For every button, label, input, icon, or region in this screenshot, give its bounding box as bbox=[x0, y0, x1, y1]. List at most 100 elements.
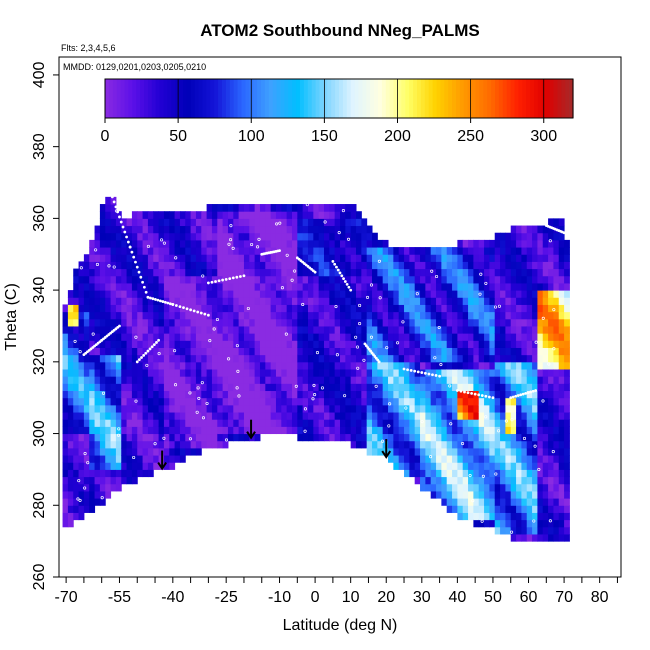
heatmap-cell bbox=[350, 247, 357, 255]
heatmap-cell bbox=[62, 426, 69, 435]
heatmap-cell bbox=[489, 369, 496, 377]
heatmap-cell bbox=[169, 311, 176, 320]
heatmap-cell bbox=[206, 440, 213, 449]
heatmap-cell bbox=[542, 383, 549, 392]
heatmap-cell bbox=[94, 232, 101, 241]
heatmap-cell bbox=[452, 340, 458, 348]
heatmap-cell bbox=[67, 490, 74, 499]
observation-point bbox=[381, 439, 385, 443]
heatmap-cell bbox=[243, 232, 250, 241]
heatmap-cell bbox=[473, 268, 480, 277]
heatmap-cell bbox=[532, 483, 538, 492]
heatmap-cell bbox=[398, 447, 405, 456]
heatmap-cell bbox=[494, 376, 501, 384]
heatmap-cell bbox=[441, 340, 448, 348]
heatmap-cell bbox=[179, 318, 186, 327]
heatmap-cell bbox=[494, 325, 501, 334]
heatmap-cell bbox=[404, 440, 410, 449]
heatmap-cell bbox=[414, 261, 421, 270]
heatmap-cell bbox=[126, 412, 133, 420]
heatmap-cell bbox=[174, 347, 181, 356]
heatmap-cell bbox=[158, 211, 165, 219]
observation-point bbox=[224, 438, 229, 442]
heatmap-cell bbox=[163, 282, 170, 291]
heatmap-cell bbox=[425, 261, 432, 270]
heatmap-cell bbox=[313, 397, 320, 406]
heatmap-cell bbox=[452, 412, 458, 420]
heatmap-cell bbox=[537, 404, 544, 413]
colorbar-segment bbox=[229, 79, 235, 118]
heatmap-cell bbox=[537, 455, 544, 463]
heatmap-cell bbox=[382, 347, 389, 356]
heatmap-cell bbox=[217, 304, 224, 313]
heatmap-cell bbox=[179, 447, 186, 456]
heatmap-cell bbox=[121, 218, 128, 227]
heatmap-cell bbox=[382, 254, 389, 262]
colorbar-segment bbox=[202, 79, 207, 118]
heatmap-cell bbox=[307, 347, 314, 356]
heatmap-cell bbox=[281, 419, 288, 427]
heatmap-cell bbox=[398, 419, 405, 427]
heatmap-cell bbox=[510, 526, 517, 535]
heatmap-cell bbox=[516, 469, 522, 478]
heatmap-cell bbox=[307, 340, 314, 348]
heatmap-cell bbox=[468, 311, 474, 320]
heatmap-cell bbox=[393, 318, 400, 327]
heatmap-cell bbox=[158, 247, 165, 255]
heatmap-cell bbox=[420, 462, 426, 470]
observation-point bbox=[435, 274, 439, 279]
heatmap-cell bbox=[436, 383, 442, 392]
heatmap-cell bbox=[105, 383, 112, 392]
heatmap-cell bbox=[532, 505, 538, 513]
heatmap-cell bbox=[430, 383, 437, 392]
heatmap-cell bbox=[510, 440, 517, 449]
heatmap-cell bbox=[222, 426, 229, 435]
heatmap-cell bbox=[500, 275, 506, 284]
heatmap-cell bbox=[521, 361, 528, 370]
heatmap-cell bbox=[516, 361, 522, 370]
heatmap-cell bbox=[163, 261, 170, 270]
heatmap-cell bbox=[446, 433, 453, 442]
heatmap-cell bbox=[201, 318, 208, 327]
x-tick-label: 20 bbox=[377, 589, 395, 606]
observation-point bbox=[293, 269, 297, 273]
heatmap-cell bbox=[436, 333, 442, 341]
heatmap-cell bbox=[190, 390, 197, 399]
heatmap-cell bbox=[329, 239, 336, 248]
heatmap-cell bbox=[243, 383, 250, 392]
heatmap-cell bbox=[564, 354, 570, 363]
heatmap-cell bbox=[153, 225, 160, 234]
heatmap-cell bbox=[201, 211, 208, 219]
heatmap-cell bbox=[265, 239, 272, 248]
heatmap-cell bbox=[206, 318, 213, 327]
heatmap-cell bbox=[430, 311, 437, 320]
heatmap-cell bbox=[238, 275, 245, 284]
heatmap-cell bbox=[281, 340, 288, 348]
observation-point bbox=[121, 225, 125, 229]
heatmap-cell bbox=[62, 304, 69, 313]
heatmap-cell bbox=[265, 333, 272, 341]
heatmap-cell bbox=[206, 239, 213, 248]
heatmap-cell bbox=[78, 304, 85, 313]
heatmap-cell bbox=[147, 412, 154, 420]
heatmap-cell bbox=[393, 404, 400, 413]
heatmap-cell bbox=[131, 354, 138, 363]
heatmap-cell bbox=[441, 440, 448, 449]
heatmap-cell bbox=[297, 247, 304, 255]
heatmap-cell bbox=[142, 419, 149, 427]
heatmap-cell bbox=[121, 369, 128, 377]
heatmap-cell bbox=[163, 433, 170, 442]
heatmap-cell bbox=[99, 455, 106, 463]
heatmap-cell bbox=[505, 318, 512, 327]
heatmap-cell bbox=[340, 247, 346, 255]
heatmap-cell bbox=[126, 476, 133, 485]
observation-point bbox=[229, 224, 233, 228]
heatmap-cell bbox=[361, 361, 368, 370]
heatmap-cell bbox=[318, 304, 325, 313]
heatmap-cell bbox=[126, 447, 133, 456]
heatmap-cell bbox=[206, 347, 213, 356]
heatmap-cell bbox=[377, 376, 384, 384]
heatmap-cell bbox=[526, 455, 533, 463]
heatmap-cell bbox=[553, 440, 560, 449]
heatmap-cell bbox=[307, 354, 314, 363]
